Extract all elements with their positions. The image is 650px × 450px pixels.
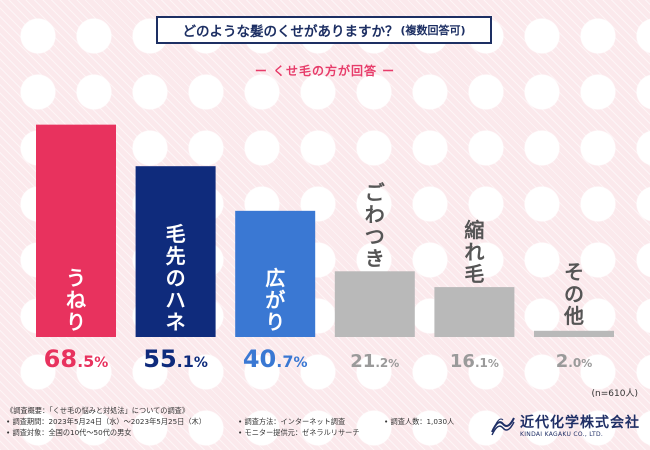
category-label-4: ごわつき <box>365 180 385 270</box>
value-label-4: 21.2% <box>350 351 399 372</box>
category-label-5: 縮れ毛 <box>464 218 484 286</box>
company-logo: 近代化学株式会社 KINDAI KAGAKU CO., LTD. <box>490 412 640 442</box>
survey-footer: 《調査概要：「くせ毛の悩みと対処法」についての調査》 • 調査期間：2023年5… <box>6 406 476 448</box>
value-label-2: 55.1% <box>143 345 208 373</box>
survey-method: • 調査方法：インターネット調査 <box>238 417 346 426</box>
survey-provider: • モニター提供元：ゼネラルリサーチ <box>238 428 360 437</box>
company-name: 近代化学株式会社 <box>520 415 640 431</box>
chart-subtitle: ー くせ毛の方が回答 ー <box>254 64 396 78</box>
value-label-5: 16.1% <box>450 351 499 372</box>
question-note: (複数回答可) <box>400 24 466 37</box>
value-label-1: 68.5% <box>44 345 109 373</box>
value-label-6: 2.0% <box>556 351 592 372</box>
bar-5 <box>434 287 515 337</box>
question-text: どのような髪のくせがありますか？ <box>182 24 399 40</box>
company-mark-icon <box>491 417 515 436</box>
bar-1 <box>36 124 116 338</box>
question-title-box: どのような髪のくせがありますか？ (複数回答可) <box>156 16 492 44</box>
sample-size-note: (n=610人) <box>592 388 638 399</box>
value-label-3: 40.7% <box>243 345 308 373</box>
category-label-2: 毛先のハネ <box>166 222 186 334</box>
survey-target: • 調査対象：全国の10代～50代の男女 <box>6 428 132 437</box>
bar-3 <box>235 210 316 337</box>
category-label-3: 広がり <box>265 266 285 334</box>
category-label-6: その他 <box>563 260 584 328</box>
bar-2 <box>135 166 216 337</box>
company-name-en: KINDAI KAGAKU CO., LTD. <box>520 431 604 438</box>
category-label-1: うねり <box>66 266 86 334</box>
survey-overview: 《調査概要：「くせ毛の悩みと対処法」についての調査》 <box>6 406 190 415</box>
survey-respondents: • 調査人数：1,030人 <box>384 417 455 426</box>
bar-6 <box>534 330 614 337</box>
survey-period: • 調査期間：2023年5月24日（水）～2023年5月25日（木） <box>6 417 206 426</box>
bar-4 <box>334 271 415 337</box>
